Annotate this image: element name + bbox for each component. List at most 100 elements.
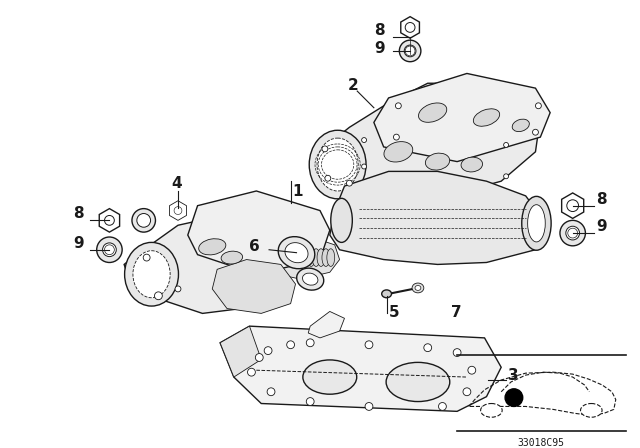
Ellipse shape [394, 134, 399, 140]
Ellipse shape [362, 164, 367, 169]
Ellipse shape [125, 242, 179, 306]
Ellipse shape [331, 198, 353, 242]
Text: 9: 9 [73, 236, 84, 251]
Ellipse shape [365, 341, 373, 349]
Ellipse shape [522, 196, 551, 250]
Ellipse shape [532, 129, 538, 135]
Ellipse shape [386, 362, 450, 401]
Ellipse shape [327, 249, 335, 267]
Text: 6: 6 [250, 239, 260, 254]
Text: 9: 9 [596, 219, 607, 234]
Ellipse shape [362, 138, 367, 142]
Polygon shape [124, 215, 281, 314]
Ellipse shape [309, 130, 366, 199]
Ellipse shape [474, 109, 500, 126]
Ellipse shape [438, 403, 446, 410]
Ellipse shape [102, 243, 116, 257]
Ellipse shape [248, 368, 255, 376]
Polygon shape [188, 191, 330, 274]
Circle shape [505, 389, 523, 406]
Ellipse shape [154, 292, 163, 300]
Ellipse shape [303, 273, 318, 285]
Text: 3: 3 [508, 368, 518, 383]
Ellipse shape [461, 157, 483, 172]
Polygon shape [330, 172, 540, 264]
Polygon shape [308, 311, 344, 338]
Polygon shape [401, 17, 419, 38]
Polygon shape [99, 209, 120, 232]
Ellipse shape [415, 285, 421, 290]
Ellipse shape [137, 214, 150, 227]
Ellipse shape [536, 103, 541, 109]
Ellipse shape [285, 243, 308, 263]
Ellipse shape [302, 249, 310, 267]
Ellipse shape [424, 344, 431, 352]
Polygon shape [263, 235, 340, 279]
Ellipse shape [567, 200, 579, 211]
Ellipse shape [412, 283, 424, 293]
Ellipse shape [384, 142, 413, 162]
Ellipse shape [527, 205, 545, 242]
Ellipse shape [317, 249, 325, 267]
Ellipse shape [463, 388, 471, 396]
Ellipse shape [504, 142, 509, 147]
Ellipse shape [307, 339, 314, 347]
Ellipse shape [405, 22, 415, 32]
Ellipse shape [132, 209, 156, 232]
Ellipse shape [287, 341, 294, 349]
Ellipse shape [264, 347, 272, 354]
Ellipse shape [325, 175, 331, 181]
Polygon shape [170, 201, 186, 220]
Ellipse shape [174, 207, 182, 215]
Text: 8: 8 [374, 23, 385, 38]
Ellipse shape [198, 239, 226, 255]
Ellipse shape [566, 226, 580, 240]
Polygon shape [212, 259, 296, 314]
Text: 9: 9 [374, 41, 385, 56]
Ellipse shape [568, 228, 577, 238]
Ellipse shape [346, 180, 353, 186]
Ellipse shape [133, 251, 170, 298]
Text: 8: 8 [596, 192, 607, 207]
Ellipse shape [468, 366, 476, 374]
Ellipse shape [267, 388, 275, 396]
Ellipse shape [104, 215, 115, 225]
Ellipse shape [453, 349, 461, 357]
Ellipse shape [580, 404, 602, 417]
Ellipse shape [307, 249, 315, 267]
Ellipse shape [396, 103, 401, 109]
Polygon shape [330, 83, 540, 196]
Ellipse shape [481, 404, 502, 417]
Ellipse shape [97, 237, 122, 263]
Text: 7: 7 [451, 306, 462, 320]
Text: 33018C95: 33018C95 [518, 438, 565, 448]
Text: 4: 4 [171, 176, 182, 191]
Ellipse shape [504, 174, 509, 179]
Ellipse shape [404, 45, 416, 57]
Ellipse shape [175, 286, 181, 292]
Text: 2: 2 [348, 78, 358, 93]
Ellipse shape [307, 398, 314, 405]
Text: 1: 1 [292, 184, 303, 199]
Ellipse shape [419, 103, 447, 122]
Ellipse shape [317, 138, 358, 191]
Ellipse shape [278, 237, 315, 269]
Ellipse shape [512, 119, 529, 132]
Ellipse shape [312, 249, 320, 267]
Ellipse shape [399, 40, 421, 62]
Polygon shape [220, 326, 501, 411]
Ellipse shape [221, 251, 243, 264]
Polygon shape [374, 73, 550, 162]
Text: 5: 5 [388, 306, 399, 320]
Ellipse shape [322, 146, 328, 152]
Polygon shape [220, 326, 261, 377]
Polygon shape [562, 193, 584, 219]
Ellipse shape [143, 254, 150, 261]
Ellipse shape [303, 360, 356, 394]
Ellipse shape [365, 403, 373, 410]
Ellipse shape [426, 153, 450, 170]
Ellipse shape [560, 220, 586, 246]
Ellipse shape [405, 46, 415, 56]
Ellipse shape [322, 249, 330, 267]
Ellipse shape [104, 245, 115, 254]
